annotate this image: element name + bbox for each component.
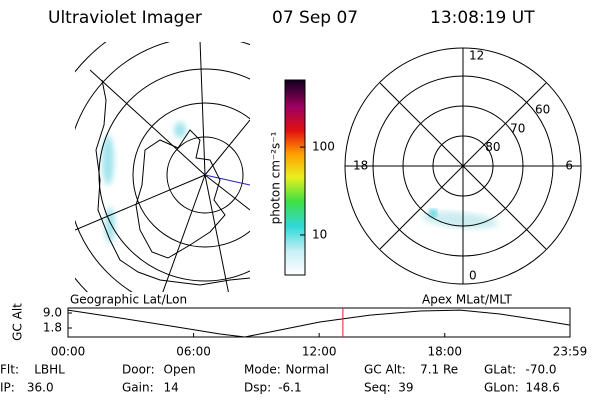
field-value: 148.6 (526, 381, 560, 395)
field-value: 39 (398, 381, 413, 395)
field-label: Dsp: (244, 381, 271, 395)
lat-ring (432, 135, 494, 197)
polar-label: Apex MLat/MLT (422, 293, 512, 307)
field-value: -6.1 (278, 381, 301, 395)
field-label: Flt: (0, 363, 19, 377)
lat-ring (372, 75, 554, 257)
field-label: GLat: (484, 363, 516, 377)
x-tick-label: 23:59 (553, 345, 588, 359)
mlt-label: 6 (565, 159, 573, 173)
colorbar-tick-label: 100 (312, 140, 335, 154)
x-tick-label: 00:00 (51, 345, 86, 359)
y-tick-label: 9.0 (43, 306, 62, 320)
x-tick-label: 06:00 (176, 345, 211, 359)
lat-label: 60 (535, 103, 550, 117)
field-value: 7.1 Re (420, 363, 458, 377)
field-label: Door: (122, 363, 155, 377)
date: 07 Sep 07 (272, 8, 358, 28)
mlt-label: 12 (469, 49, 484, 63)
mlt-label: 18 (353, 159, 368, 173)
title: Ultraviolet Imager (48, 8, 202, 28)
polar-map (344, 47, 582, 285)
field-label: GC Alt: (364, 363, 406, 377)
alt-curve (67, 309, 571, 338)
field-value: 14 (164, 381, 179, 395)
colorbar (284, 79, 306, 276)
x-tick-label: 18:00 (427, 345, 462, 359)
field-label: Mode: (244, 363, 281, 377)
field-label: GLon: (484, 381, 519, 395)
field-label: Gain: (122, 381, 154, 395)
field-value: LBHL (34, 363, 65, 377)
field-value: Normal (286, 363, 329, 377)
lat-label: 80 (485, 140, 500, 154)
field-value: -70.0 (526, 363, 557, 377)
colorbar-tick-label: 10 (312, 227, 327, 241)
time: 13:08:19 UT (430, 8, 535, 28)
field-label: Seq: (364, 381, 391, 395)
geo-map (75, 42, 250, 292)
lat-ring (402, 105, 524, 227)
y-tick-label: 1.8 (43, 321, 62, 335)
mlt-label: 0 (469, 269, 477, 283)
field-value: 36.0 (27, 381, 54, 395)
field-label: IP: (0, 381, 15, 395)
alt-ylabel: GC Alt (11, 303, 25, 341)
field-value: Open (164, 363, 196, 377)
colorbar-label: photon cm⁻²s⁻¹ (269, 131, 283, 224)
lat-label: 70 (510, 121, 525, 135)
geo-label: Geographic Lat/Lon (70, 293, 187, 307)
x-tick-label: 12:00 (302, 345, 337, 359)
